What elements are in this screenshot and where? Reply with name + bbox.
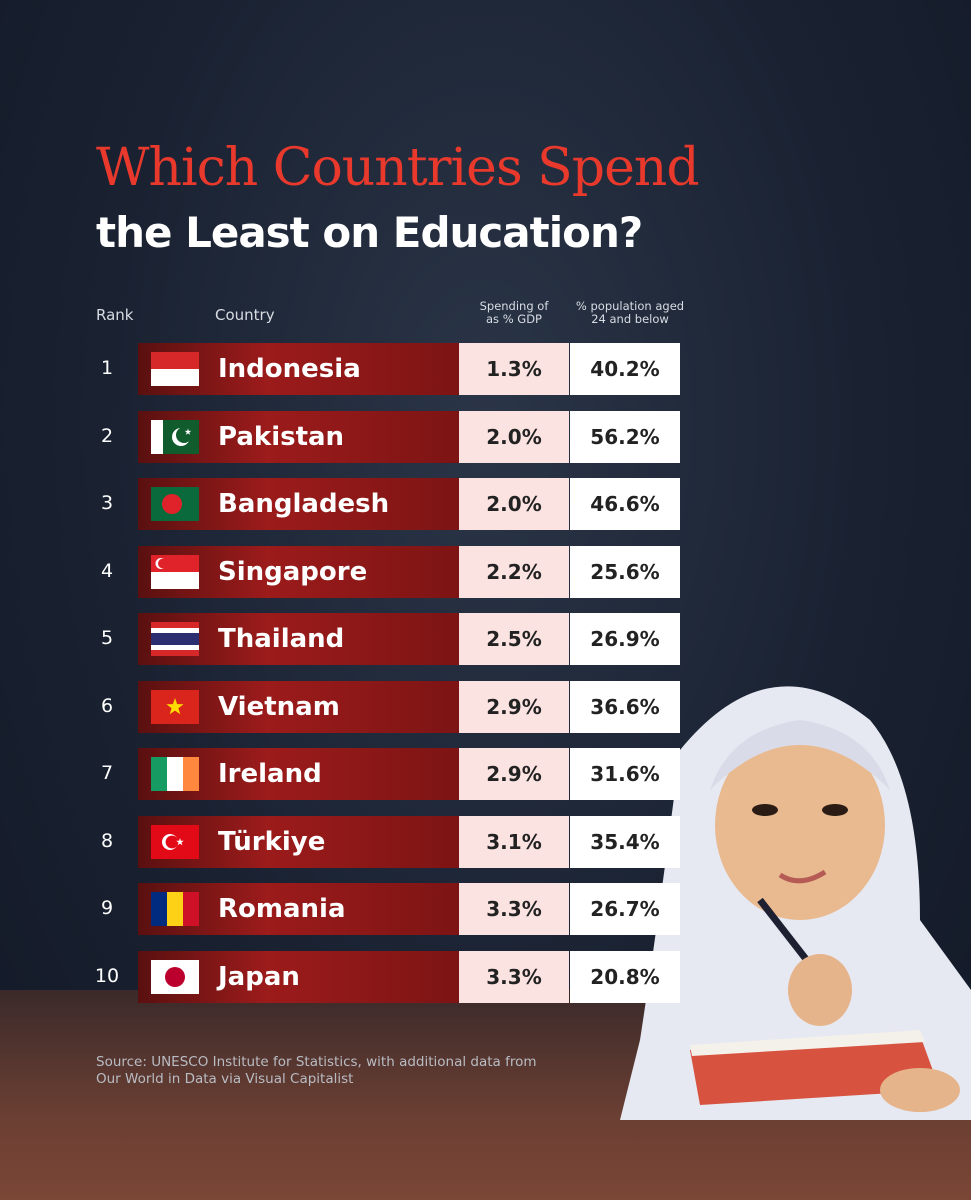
table-row: 7 Ireland 2.9% 31.6%	[90, 748, 690, 800]
header-line: 24 and below	[591, 312, 669, 326]
population-cell: 36.6%	[570, 680, 680, 733]
population-cell: 35.4%	[570, 815, 680, 868]
country-name: Romania	[218, 894, 346, 924]
country-name: Ireland	[218, 759, 322, 789]
table-row: 3 Bangladesh 2.0% 46.6%	[90, 478, 690, 530]
rank: 2	[100, 424, 114, 447]
header-line: % population aged	[575, 299, 685, 313]
table-row: 5 Thailand 2.5% 26.9%	[90, 613, 690, 665]
rank: 7	[100, 762, 114, 784]
flag	[151, 419, 199, 454]
flag	[151, 487, 199, 521]
population-cell: 56.2%	[570, 410, 680, 463]
rank: 6	[100, 694, 114, 717]
column-header: % population aged 24 and below	[570, 300, 690, 326]
spending-cell: 3.3%	[459, 950, 569, 1003]
rank: 9	[100, 897, 114, 919]
rank: 10	[94, 964, 120, 987]
country-name: Japan	[218, 961, 300, 992]
rank: 1	[100, 357, 114, 379]
rank: 3	[100, 492, 114, 514]
population-cell: 31.6%	[570, 748, 680, 800]
population-cell: 46.6%	[570, 478, 680, 530]
table-row: 9 Romania 3.3% 26.7%	[90, 883, 690, 935]
spending-cell: 2.0%	[459, 410, 569, 463]
flag	[151, 622, 199, 656]
country-name: Vietnam	[218, 691, 340, 722]
spending-cell: 3.3%	[459, 883, 569, 935]
spending-cell: 2.5%	[459, 613, 569, 665]
country-name: Bangladesh	[218, 489, 390, 519]
flag	[151, 554, 199, 589]
country-name: Thailand	[218, 624, 345, 654]
table-row: 1 Indonesia 1.3% 40.2%	[90, 343, 690, 395]
table-row: 4 Singapore 2.2% 25.6%	[90, 545, 690, 598]
country-name: Pakistan	[218, 421, 345, 452]
source-text: Source: UNESCO Institute for Statistics,…	[96, 1054, 537, 1070]
flag	[151, 824, 199, 859]
population-cell: 26.7%	[570, 883, 680, 935]
source-text: Our World in Data via Visual Capitalist	[96, 1071, 354, 1087]
country-name: Indonesia	[218, 354, 361, 384]
title-line-1: Which Countries Spend	[96, 138, 700, 198]
header-line: as % GDP	[486, 312, 542, 326]
country-name: Singapore	[218, 556, 368, 587]
rank: 4	[100, 559, 114, 582]
spending-cell: 2.9%	[459, 748, 569, 800]
table-row: 6 Vietnam 2.9% 36.6%	[90, 680, 690, 733]
spending-cell: 3.1%	[459, 815, 569, 868]
flag	[151, 892, 199, 926]
column-header: Rank	[96, 306, 134, 324]
spending-cell: 2.2%	[459, 545, 569, 598]
flag	[151, 757, 199, 791]
flag	[151, 352, 199, 386]
population-cell: 20.8%	[570, 950, 680, 1003]
table-row: 2 Pakistan 2.0% 56.2%	[90, 410, 690, 463]
header-line: Spending of	[479, 299, 549, 313]
rank: 5	[100, 627, 114, 649]
title-line-2: the Least on Education?	[96, 208, 643, 257]
flag	[151, 689, 199, 724]
spending-cell: 2.0%	[459, 478, 569, 530]
population-cell: 40.2%	[570, 343, 680, 395]
flag	[151, 959, 199, 994]
country-name: Türkiye	[218, 826, 326, 857]
population-cell: 25.6%	[570, 545, 680, 598]
spending-cell: 1.3%	[459, 343, 569, 395]
table-row: 10 Japan 3.3% 20.8%	[90, 950, 690, 1003]
girl-illustration	[620, 686, 971, 1120]
spending-cell: 2.9%	[459, 680, 569, 733]
table-row: 8 Türkiye 3.1% 35.4%	[90, 815, 690, 868]
population-cell: 26.9%	[570, 613, 680, 665]
column-header: Country	[215, 306, 275, 324]
column-header: Spending of as % GDP	[459, 300, 569, 326]
rank: 8	[100, 829, 114, 852]
